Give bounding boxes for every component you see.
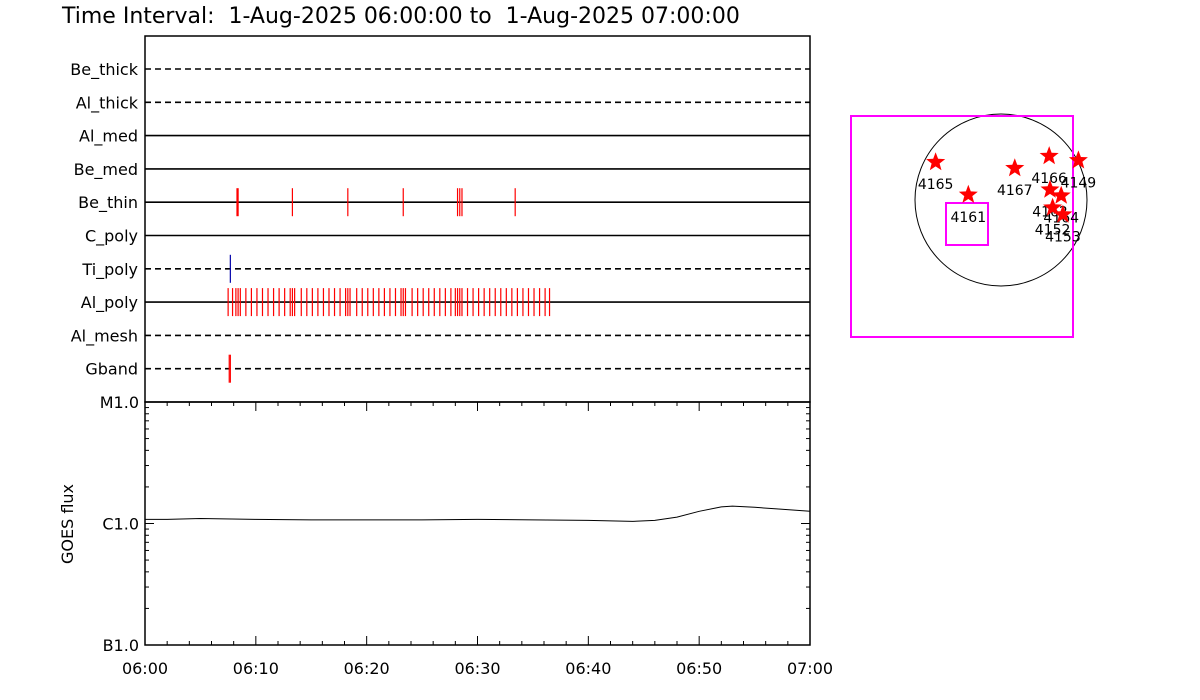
region-star-4165 bbox=[926, 152, 946, 171]
filter-label-c_poly: C_poly bbox=[85, 227, 138, 247]
region-star-4167 bbox=[1005, 158, 1025, 177]
x-tick-label: 06:50 bbox=[676, 659, 722, 678]
filter-label-be_thin: Be_thin bbox=[78, 193, 138, 213]
goes-frame bbox=[144, 401, 811, 646]
x-tick-label: 06:10 bbox=[233, 659, 279, 678]
region-label-4165: 4165 bbox=[918, 177, 954, 193]
timeline-frame bbox=[144, 35, 811, 403]
filter-label-al_poly: Al_poly bbox=[81, 293, 138, 313]
y-tick-label: B1.0 bbox=[103, 636, 139, 655]
region-label-4166: 4166 bbox=[1031, 171, 1067, 187]
filter-label-al_med: Al_med bbox=[79, 127, 138, 147]
goes-flux-line bbox=[145, 505, 811, 522]
region-label-4153: 4153 bbox=[1045, 230, 1081, 246]
region-star-4149 bbox=[1068, 150, 1088, 169]
x-tick-label: 06:30 bbox=[454, 659, 500, 678]
region-star-4164 bbox=[1051, 185, 1071, 204]
filter-label-be_thick: Be_thick bbox=[70, 60, 138, 80]
target-region-box bbox=[945, 202, 989, 246]
region-star-4166 bbox=[1039, 146, 1059, 165]
solar-disk-outline bbox=[914, 113, 1088, 287]
region-star-4152 bbox=[1043, 197, 1063, 216]
y-tick-label: M1.0 bbox=[100, 393, 139, 412]
region-star-4153 bbox=[1053, 204, 1073, 223]
filter-label-al_thick: Al_thick bbox=[76, 93, 139, 113]
region-label-4161: 4161 bbox=[950, 210, 986, 226]
x-tick-label: 06:40 bbox=[565, 659, 611, 678]
filter-label-ti_poly: Ti_poly bbox=[81, 260, 138, 280]
field-of-view-box bbox=[850, 115, 1074, 338]
filter-label-be_med: Be_med bbox=[74, 160, 138, 180]
solar-disk-map: 416541674166414941614162416441524153 bbox=[850, 113, 1097, 338]
filter-label-gband: Gband bbox=[85, 360, 138, 379]
region-star-4162 bbox=[1040, 179, 1060, 198]
x-tick-label: 06:20 bbox=[344, 659, 390, 678]
y-tick-label: C1.0 bbox=[102, 515, 139, 534]
region-star-4161 bbox=[958, 184, 978, 203]
filter-timeline-panel: Be_thick Al_thick Al_med Be_med Be_thin C_pol… bbox=[70, 35, 811, 403]
x-tick-label: 07:00 bbox=[787, 659, 833, 678]
goes-ylabel: GOES flux bbox=[58, 484, 77, 564]
chart-title: Time Interval: 1-Aug-2025 06:00:00 to 1-… bbox=[61, 4, 740, 29]
region-label-4152: 4152 bbox=[1035, 223, 1071, 239]
region-label-4149: 4149 bbox=[1061, 175, 1097, 191]
region-label-4167: 4167 bbox=[997, 183, 1033, 199]
x-tick-label: 06:00 bbox=[122, 659, 168, 678]
filter-label-al_mesh: Al_mesh bbox=[71, 326, 138, 346]
goes-flux-panel: 06:00 06:10 06:20 06:30 06:40 06:50 07:00 M1.0 C… bbox=[58, 393, 833, 678]
